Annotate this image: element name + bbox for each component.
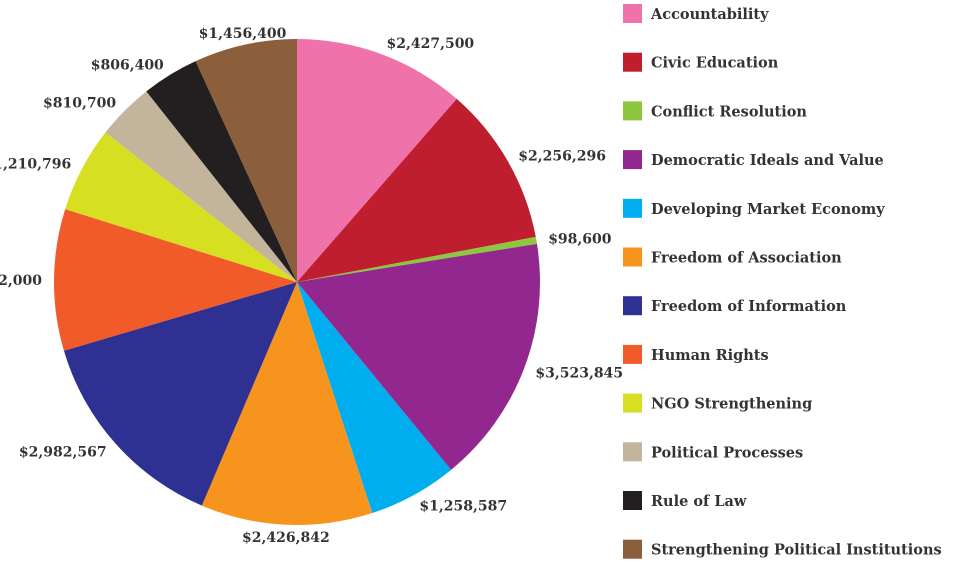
- value-label-political-processes: $810,700: [43, 95, 116, 111]
- pie-slice-rule-of-law: [146, 61, 297, 282]
- pie-slice-accountability: [297, 39, 457, 282]
- legend: Accountability Civic Education Conflict Re…: [623, 4, 942, 559]
- legend-swatch: [623, 101, 642, 121]
- value-label-developing-market-economy: $1,258,587: [419, 499, 507, 515]
- pie-slice-strengthening-political-institutions: [195, 39, 297, 282]
- pie-slice-freedom-of-association: [201, 282, 373, 526]
- legend-item-developing-market-economy: Developing Market Economy: [623, 198, 885, 218]
- legend-swatch: [623, 150, 642, 170]
- legend-label: Political Processes: [651, 444, 803, 461]
- pie-slice-human-rights: [54, 209, 297, 351]
- pie-slice-ngo-strengthening: [65, 132, 297, 282]
- legend-swatch: [623, 198, 642, 218]
- legend-item-freedom-of-information: Freedom of Information: [623, 296, 847, 316]
- legend-swatch: [623, 296, 642, 316]
- pie-slice-democratic-ideals-and-value: [297, 243, 540, 470]
- legend-item-human-rights: Human Rights: [623, 344, 769, 364]
- legend-label: NGO Strengthening: [651, 396, 812, 413]
- legend-swatch: [623, 344, 642, 364]
- legend-item-freedom-of-association: Freedom of Association: [623, 247, 842, 267]
- value-label-strengthening-political-institutions: $1,456,400: [199, 26, 287, 42]
- legend-swatch: [623, 4, 642, 23]
- legend-label: Accountability: [650, 6, 769, 23]
- legend-label: Freedom of Association: [651, 250, 842, 267]
- pie-value-labels: $2,427,500 $2,256,296 $98,600 $3,523,845 $1,…: [0, 26, 623, 546]
- legend-label: Developing Market Economy: [651, 201, 885, 218]
- legend-swatch: [623, 539, 642, 559]
- legend-swatch: [623, 52, 642, 72]
- legend-item-strengthening-political-institutions: Strengthening Political Institutions: [623, 539, 942, 559]
- value-label-democratic-ideals-and-value: $3,523,845: [535, 366, 623, 382]
- legend-item-accountability: Accountability: [623, 4, 769, 23]
- pie-slice-developing-market-economy: [297, 282, 452, 514]
- legend-item-ngo-strengthening: NGO Strengthening: [623, 393, 812, 413]
- legend-item-democratic-ideals-and-value: Democratic Ideals and Value: [623, 150, 884, 170]
- legend-label: Strengthening Political Institutions: [651, 542, 942, 559]
- legend-item-civic-education: Civic Education: [623, 52, 779, 72]
- value-label-freedom-of-information: $2,982,567: [19, 445, 107, 461]
- legend-item-political-processes: Political Processes: [623, 442, 803, 462]
- legend-label: Freedom of Information: [651, 298, 847, 315]
- legend-swatch: [623, 393, 642, 413]
- value-label-civic-education: $2,256,296: [518, 148, 606, 164]
- legend-label: Conflict Resolution: [651, 103, 807, 120]
- pie-slice-political-processes: [105, 91, 298, 282]
- value-label-freedom-of-association: $2,426,842: [242, 530, 330, 546]
- legend-label: Rule of Law: [651, 493, 747, 510]
- pie-slice-civic-education: [297, 98, 536, 283]
- pie-slices: [54, 39, 540, 526]
- value-label-human-rights: $2,002,000: [0, 273, 42, 289]
- legend-label: Civic Education: [651, 55, 779, 72]
- legend-item-conflict-resolution: Conflict Resolution: [623, 101, 807, 121]
- legend-swatch: [623, 491, 642, 510]
- value-label-rule-of-law: $806,400: [91, 58, 164, 74]
- legend-swatch: [623, 442, 642, 462]
- legend-label: Democratic Ideals and Value: [651, 152, 884, 169]
- legend-label: Human Rights: [651, 347, 769, 364]
- pie-slice-freedom-of-information: [63, 282, 297, 506]
- pie-slice-conflict-resolution: [297, 236, 537, 282]
- legend-item-rule-of-law: Rule of Law: [623, 491, 747, 510]
- value-label-accountability: $2,427,500: [387, 36, 475, 52]
- value-label-ngo-strengthening: $1,210,796: [0, 156, 71, 172]
- value-label-conflict-resolution: $98,600: [548, 231, 612, 247]
- legend-swatch: [623, 247, 642, 267]
